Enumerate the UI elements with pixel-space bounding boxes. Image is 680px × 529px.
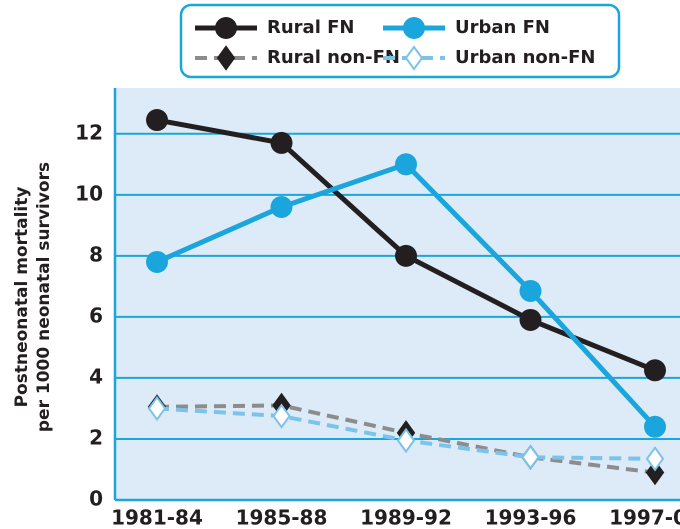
point: [521, 444, 540, 470]
legend-marker: [403, 17, 425, 39]
point: [272, 403, 291, 429]
legend-label: Rural FN: [267, 17, 355, 38]
legend-symbol: [215, 17, 237, 39]
point: [395, 244, 417, 267]
point: [146, 250, 168, 273]
point: [644, 415, 666, 438]
y-tick-label: 0: [89, 487, 103, 511]
y-label-line: per 1000 neonatal survivors: [34, 162, 54, 432]
point: [395, 153, 417, 176]
plot-background: [115, 88, 680, 500]
point: [519, 279, 542, 302]
point: [270, 196, 293, 219]
point: [645, 459, 665, 486]
x-tick-label: 1989-92: [360, 506, 452, 529]
point: [147, 395, 167, 422]
x-tick-label: 1981-84: [111, 506, 203, 529]
y-label-line: Postneonatal mortality: [12, 187, 32, 408]
y-tick-label: 8: [89, 242, 103, 266]
y-tick-label: 4: [89, 364, 103, 388]
legend-label: Urban FN: [455, 17, 550, 38]
y-tick-label: 6: [89, 303, 103, 327]
legend-marker: [404, 45, 424, 71]
x-tick-label: 1997-00: [609, 506, 680, 529]
legend-symbol: [403, 17, 425, 39]
y-tick-label: 10: [75, 181, 103, 205]
point: [146, 109, 168, 132]
legend-marker: [216, 45, 236, 71]
legend-label: Rural non-FN: [267, 47, 400, 68]
x-tick-label: 1985-88: [236, 506, 328, 529]
y-tick-label: 12: [75, 120, 103, 144]
legend-symbol: [216, 45, 236, 71]
y-axis-label: Postneonatal mortality per 1000 neonatal…: [12, 162, 54, 432]
legend-label: Urban non-FN: [455, 47, 595, 68]
point: [519, 308, 542, 331]
point: [644, 359, 666, 382]
legend-box: [179, 3, 621, 79]
point: [396, 427, 416, 454]
x-tick-label: 1993-96: [485, 506, 577, 529]
point: [645, 446, 665, 472]
y-tick-label: 2: [89, 425, 103, 449]
legend-symbol: [404, 45, 424, 71]
point: [270, 131, 293, 154]
legend-marker: [215, 17, 237, 39]
